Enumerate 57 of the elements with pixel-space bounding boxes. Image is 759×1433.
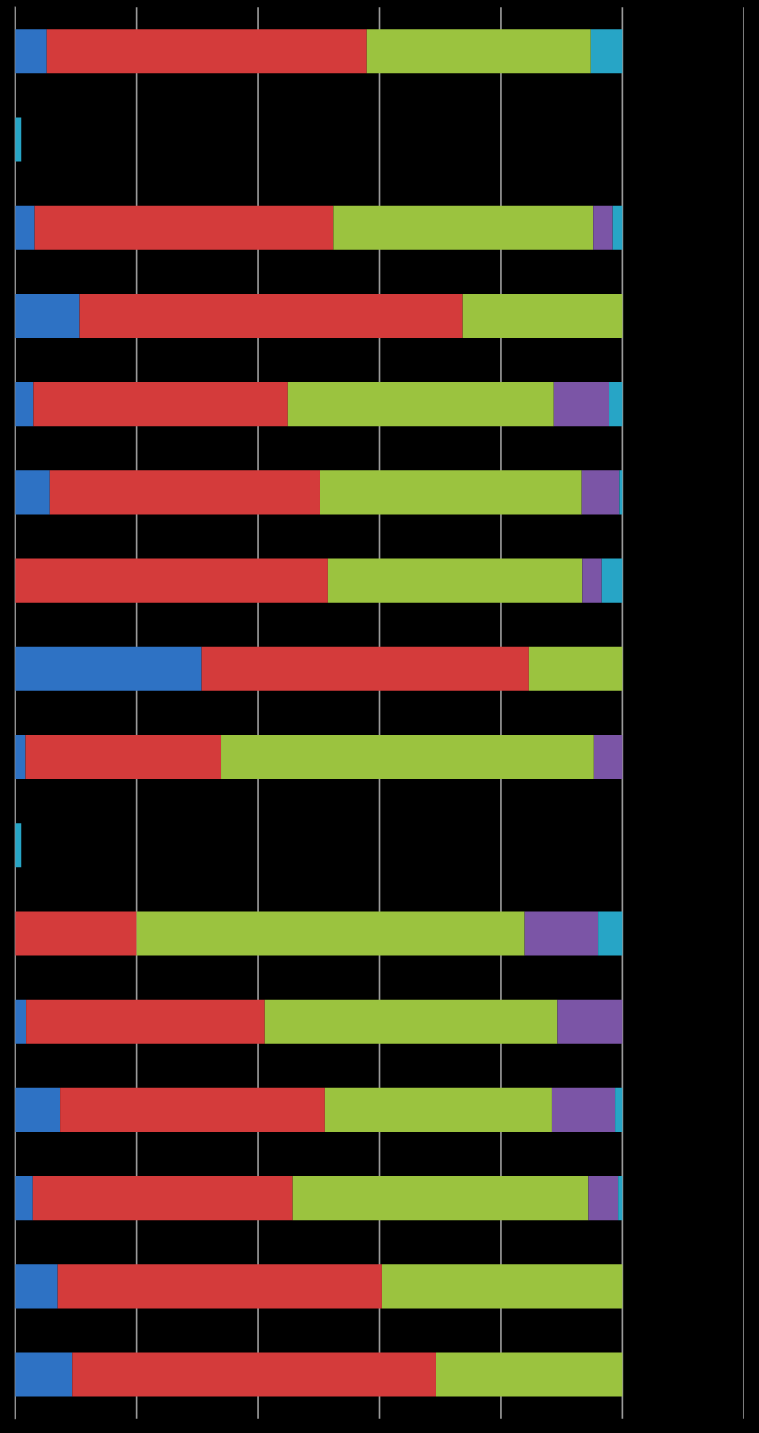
bar (551, 1087, 616, 1132)
bar (609, 382, 623, 427)
bar (15, 734, 26, 780)
bar (582, 558, 602, 603)
bar (593, 734, 623, 780)
bar (435, 1352, 623, 1397)
bar (136, 911, 525, 956)
bar (327, 558, 583, 603)
bar (15, 1087, 61, 1132)
bar (553, 382, 610, 427)
bar (15, 911, 137, 956)
bar (287, 382, 554, 427)
bar (619, 470, 623, 515)
bar (32, 1176, 293, 1221)
bar (15, 382, 34, 427)
bar (319, 470, 582, 515)
bar (57, 1264, 382, 1309)
bar (15, 999, 27, 1044)
bar (528, 646, 623, 691)
bar (25, 734, 222, 780)
bar (15, 646, 202, 691)
bar (333, 205, 594, 250)
bar (49, 470, 320, 515)
bar (72, 1352, 436, 1397)
bar (26, 999, 265, 1044)
bar (15, 470, 50, 515)
bar (581, 470, 620, 515)
bar (201, 646, 529, 691)
bar (588, 1176, 619, 1221)
bar (557, 999, 623, 1044)
bar (618, 1176, 623, 1221)
bar (381, 1264, 623, 1309)
bar (33, 382, 288, 427)
bar (264, 999, 558, 1044)
bar (15, 293, 80, 338)
bar (60, 1087, 325, 1132)
bar (46, 29, 367, 74)
bar (612, 205, 623, 250)
bar (79, 293, 463, 338)
bar (601, 558, 623, 603)
bar (15, 1264, 58, 1309)
bar (15, 205, 35, 250)
bar (593, 205, 613, 250)
bar (15, 1176, 33, 1221)
bar (615, 1087, 623, 1132)
bar (598, 911, 623, 956)
bar (15, 1352, 73, 1397)
bar (462, 293, 623, 338)
bar (15, 29, 47, 74)
bar (324, 1087, 552, 1132)
bar (366, 29, 591, 74)
bar (34, 205, 334, 250)
bar (524, 911, 599, 956)
bar (590, 29, 623, 74)
bar (15, 558, 328, 603)
bar (292, 1176, 589, 1221)
bar (221, 734, 594, 780)
